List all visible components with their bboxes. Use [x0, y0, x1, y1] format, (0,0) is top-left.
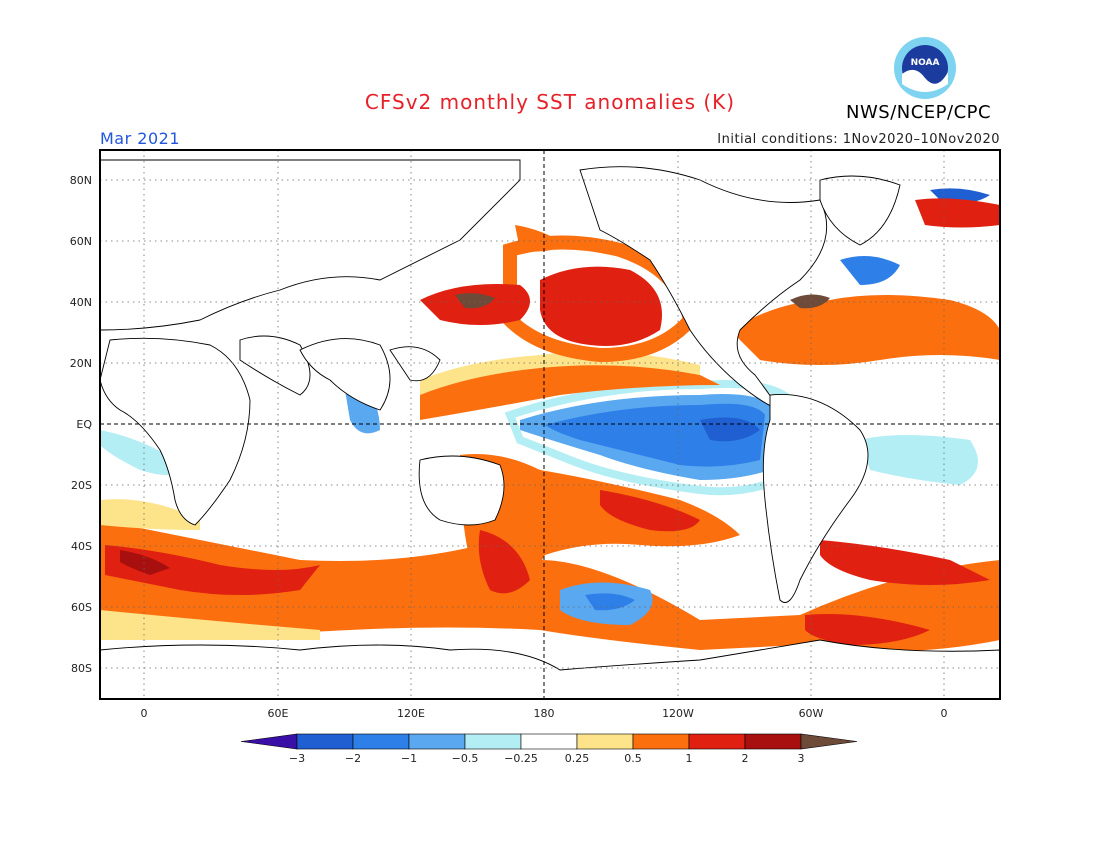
colorbar-swatch [632, 733, 690, 750]
colorbar-swatch [688, 733, 746, 750]
map-title: CFSv2 monthly SST anomalies (K) [364, 90, 736, 114]
lat-label: 20S [71, 479, 92, 492]
colorbar-swatch [576, 733, 634, 750]
lon-label: 60W [799, 707, 824, 720]
continent-outlines [100, 159, 1000, 699]
lon-label: 120E [397, 707, 425, 720]
lat-label: 80N [70, 174, 92, 187]
colorbar-underflow-arrow [240, 733, 298, 750]
colorbar-swatch [296, 733, 354, 750]
latitude-labels: 80N 60N 40N 20N EQ 20S 40S 60S 80S [70, 174, 93, 675]
lat-label: 60N [70, 235, 92, 248]
anomaly-field [100, 150, 1000, 699]
colorbar-level-label: 0.5 [624, 752, 642, 765]
logo-text: NOAA [911, 58, 940, 68]
colorbar-level-label: −0.5 [452, 752, 479, 765]
lat-label: 20N [70, 357, 92, 370]
initial-conditions-label: Initial conditions: 1Nov2020–10Nov2020 [717, 132, 1000, 147]
colorbar-overflow-arrow [800, 733, 858, 750]
colorbar-swatch [464, 733, 522, 750]
lon-label: 60E [268, 707, 289, 720]
longitude-labels: 0 60E 120E 180 120W 60W 0 [141, 707, 948, 720]
colorbar-swatch [352, 733, 410, 750]
lon-label: 0 [141, 707, 148, 720]
lat-label: 80S [71, 662, 92, 675]
colorbar-swatch [408, 733, 466, 750]
lon-label: 180 [534, 707, 555, 720]
colorbar-level-label: −1 [401, 752, 417, 765]
colorbar-level-label: −3 [289, 752, 305, 765]
lat-label: EQ [76, 418, 92, 431]
lat-label: 40S [71, 540, 92, 553]
colorbar-level-label: 1 [686, 752, 693, 765]
lon-label: 0 [941, 707, 948, 720]
map-frame [99, 149, 1001, 700]
colorbar-level-label: 2 [742, 752, 749, 765]
noaa-logo-icon: NOAA [894, 37, 956, 99]
lon-label: 120W [662, 707, 694, 720]
equator-dateline [100, 150, 1000, 699]
graticule [100, 150, 1000, 699]
colorbar-level-label: −0.25 [504, 752, 538, 765]
agency-label: NWS/NCEP/CPC [846, 102, 992, 123]
lat-label: 60S [71, 601, 92, 614]
valid-month-label: Mar 2021 [100, 129, 180, 148]
colorbar-level-label: 0.25 [565, 752, 590, 765]
colorbar-level-label: 3 [798, 752, 805, 765]
lat-label: 40N [70, 296, 92, 309]
colorbar-level-label: −2 [345, 752, 361, 765]
colorbar-swatch [744, 733, 802, 750]
colorbar: −3 −2 −1 −0.5 −0.25 0.25 0.5 1 2 3 [240, 733, 858, 765]
colorbar-swatch [520, 733, 578, 750]
